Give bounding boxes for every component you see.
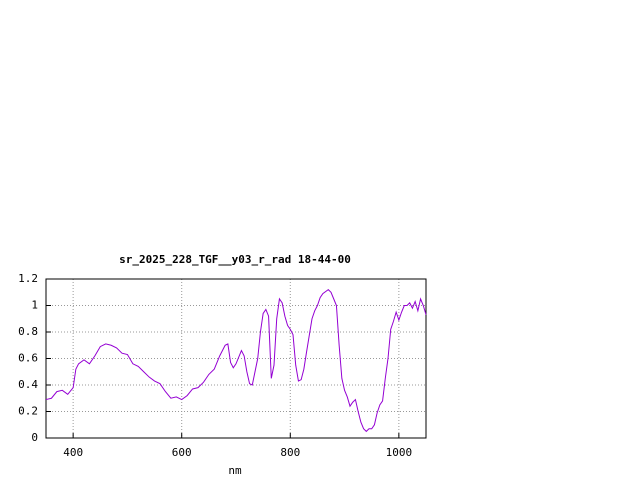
y-tick-label: 1 [31, 299, 38, 312]
x-tick-label: 1000 [386, 446, 413, 459]
y-tick-label: 1.2 [18, 272, 38, 285]
x-tick-label: 600 [172, 446, 192, 459]
plot-frame [45, 278, 427, 439]
y-tick-label: 0.8 [18, 325, 38, 338]
y-tick-label: 0.6 [18, 352, 38, 365]
y-tick-label: 0.2 [18, 405, 38, 418]
y-tick-label: 0.4 [18, 378, 38, 391]
x-tick-label: 800 [280, 446, 300, 459]
y-tick-label: 0 [31, 431, 38, 444]
x-axis-label: nm [228, 464, 242, 477]
chart-title: sr_2025_228_TGF__y03_r_rad 18-44-00 [119, 253, 351, 266]
x-tick-label: 400 [63, 446, 83, 459]
data-line [45, 288, 427, 433]
